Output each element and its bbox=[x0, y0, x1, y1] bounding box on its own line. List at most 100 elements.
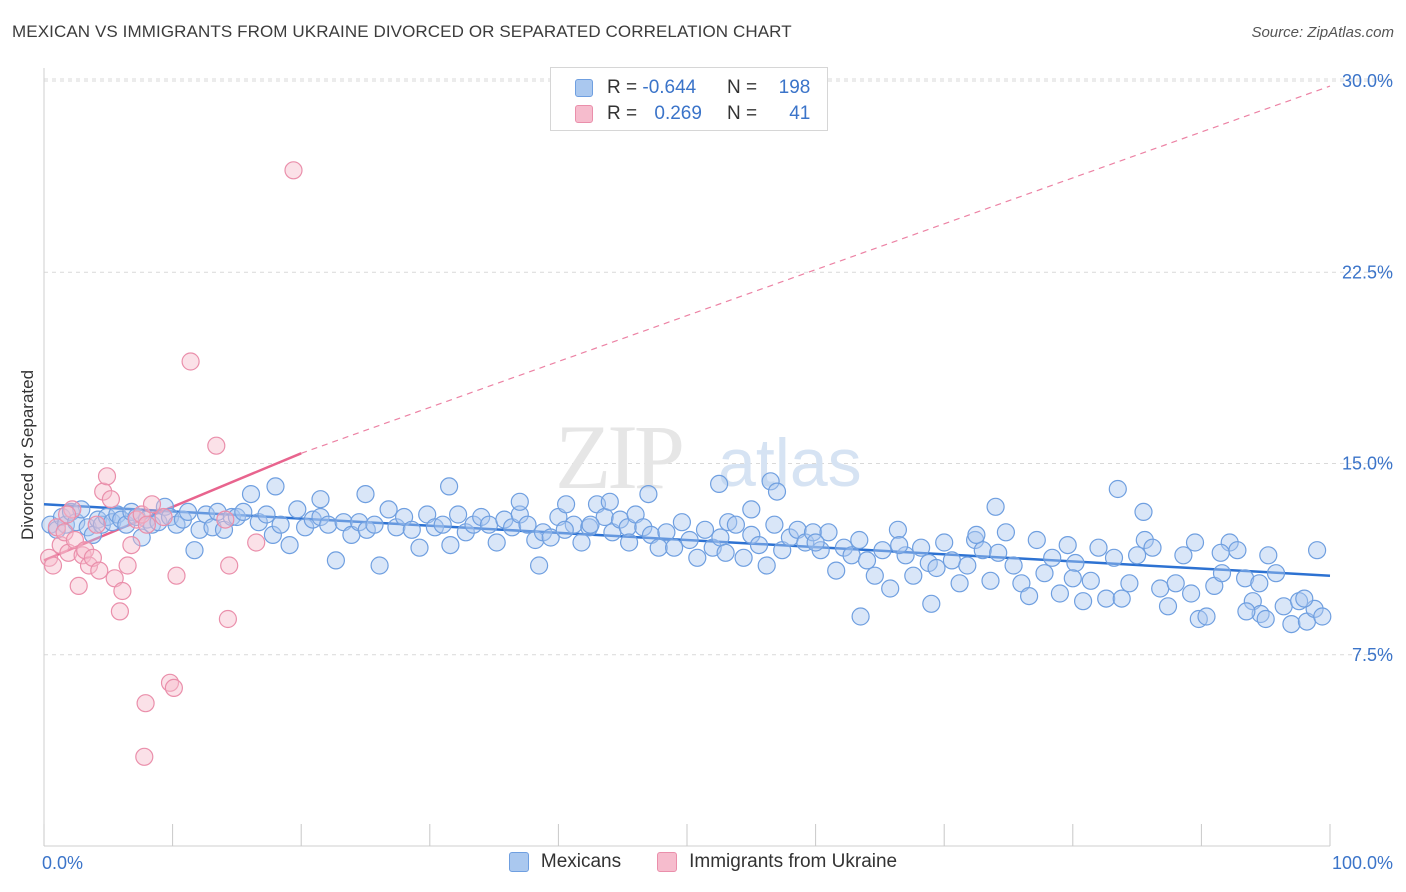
mexicans-point bbox=[581, 515, 600, 534]
mexicans-point bbox=[950, 574, 969, 593]
mexicans-point bbox=[639, 485, 658, 504]
mexicans-point bbox=[472, 507, 491, 527]
bottom-legend-mexicans: Mexicans bbox=[508, 851, 621, 873]
legend-r-ukraine: R = 0.269 bbox=[607, 103, 702, 124]
mexicans-point bbox=[761, 472, 780, 491]
mexicans-point bbox=[857, 551, 877, 570]
mexicans-point bbox=[742, 500, 761, 519]
ukraine-point bbox=[57, 505, 77, 524]
mexicans-point bbox=[526, 530, 545, 550]
bottom-legend-swatch-mexicans bbox=[508, 852, 529, 872]
ukraine-point bbox=[181, 352, 200, 371]
ukraine-point bbox=[137, 515, 156, 534]
ukraine-point bbox=[110, 602, 130, 621]
ukraine-point bbox=[216, 510, 235, 529]
mexicans-point bbox=[266, 477, 285, 496]
mexicans-point bbox=[680, 530, 699, 550]
bottom-legend: Mexicans Immigrants from Ukraine bbox=[0, 851, 1406, 873]
mexicans-point bbox=[1197, 607, 1216, 626]
mexicans-point bbox=[350, 513, 369, 532]
mexicans-point bbox=[249, 513, 268, 532]
mexicans-point bbox=[1004, 556, 1023, 575]
source-label: Source: ZipAtlas.com bbox=[1251, 24, 1394, 41]
mexicans-point bbox=[688, 548, 707, 567]
mexicans-point bbox=[981, 571, 1000, 590]
mexicans-point bbox=[379, 500, 398, 519]
mexicans-point bbox=[1211, 543, 1230, 562]
mexicans-point bbox=[1237, 602, 1256, 621]
mexicans-point bbox=[464, 515, 483, 534]
mexicans-point bbox=[456, 523, 475, 542]
ukraine-point bbox=[247, 533, 266, 552]
mexicans-point bbox=[851, 607, 870, 626]
mexicans-point bbox=[890, 535, 909, 555]
mexicans-point bbox=[1112, 589, 1131, 608]
mexicans-point bbox=[326, 551, 345, 570]
mexicans-point bbox=[1019, 586, 1039, 606]
mexicans-point bbox=[402, 520, 421, 539]
watermark-atlas: atlas bbox=[718, 425, 862, 501]
mexicans-point bbox=[257, 505, 276, 524]
ukraine-point bbox=[97, 467, 117, 486]
ukraine-point bbox=[207, 436, 226, 455]
mexicans-point bbox=[834, 538, 854, 557]
mexicans-point bbox=[619, 533, 639, 552]
ukraine-point bbox=[135, 747, 154, 766]
ukraine-point bbox=[76, 541, 95, 560]
mexicans-point bbox=[1289, 592, 1309, 611]
mexicans-point bbox=[1266, 564, 1286, 583]
mexicans-point bbox=[1251, 604, 1270, 624]
mexicans-point bbox=[1212, 564, 1232, 583]
mexicans-point bbox=[1274, 597, 1293, 616]
mexicans-point bbox=[1134, 502, 1153, 521]
axis-layer: 7.5% 15.0% 22.5% 30.0% 0.0% 100.0% bbox=[42, 68, 1393, 873]
mexicans-point bbox=[734, 548, 753, 567]
mexicans-point bbox=[1127, 546, 1147, 565]
legend-swatch-mexicans bbox=[575, 79, 593, 97]
y-tick-label: 30.0% bbox=[1342, 71, 1393, 91]
ukraine-point bbox=[167, 566, 186, 585]
mexicans-point bbox=[819, 523, 838, 542]
mexicans-point bbox=[555, 520, 574, 539]
mexicans-point bbox=[896, 546, 915, 565]
mexicans-point bbox=[572, 533, 591, 552]
mexicans-point bbox=[1228, 541, 1247, 560]
ukraine-point bbox=[136, 694, 155, 713]
mexicans-point bbox=[1307, 541, 1327, 560]
ukraine-point bbox=[127, 510, 146, 529]
mexicans-point bbox=[742, 525, 761, 545]
mexicans-point bbox=[695, 520, 715, 539]
mexicans-point bbox=[1295, 589, 1314, 608]
mexicans-point bbox=[1073, 592, 1093, 611]
ukraine-point bbox=[218, 609, 237, 629]
mexicans-point bbox=[767, 482, 787, 501]
mexicans-point bbox=[296, 518, 315, 537]
ukraine-point bbox=[69, 576, 88, 596]
mexicans-point bbox=[185, 541, 204, 560]
mexicans-point bbox=[1256, 609, 1275, 629]
mexicans-point bbox=[865, 566, 884, 585]
mexicans-point bbox=[600, 492, 619, 511]
mexicans-point bbox=[1104, 548, 1124, 567]
ukraine-point bbox=[55, 523, 74, 542]
ukraine-point bbox=[154, 507, 173, 527]
ukraine-point bbox=[113, 581, 132, 601]
y-tick-label: 22.5% bbox=[1342, 262, 1393, 282]
mexicans-point bbox=[510, 505, 529, 524]
mexicans-point bbox=[709, 474, 729, 493]
mexicans-point bbox=[1089, 538, 1108, 557]
mexicans-point bbox=[1282, 614, 1301, 634]
mexicans-point bbox=[904, 566, 923, 585]
mexicans-point bbox=[263, 525, 282, 545]
points-layer bbox=[39, 161, 1332, 766]
y-tick-label: 7.5% bbox=[1352, 645, 1393, 665]
mexicans-point bbox=[479, 515, 499, 534]
chart-title: MEXICAN VS IMMIGRANTS FROM UKRAINE DIVOR… bbox=[12, 22, 792, 41]
mexicans-point bbox=[311, 490, 330, 509]
mexicans-point bbox=[440, 477, 459, 496]
ukraine-point bbox=[90, 561, 109, 580]
mexicans-point bbox=[234, 502, 253, 521]
mexicans-point bbox=[672, 513, 692, 532]
mexicans-point bbox=[487, 533, 506, 552]
